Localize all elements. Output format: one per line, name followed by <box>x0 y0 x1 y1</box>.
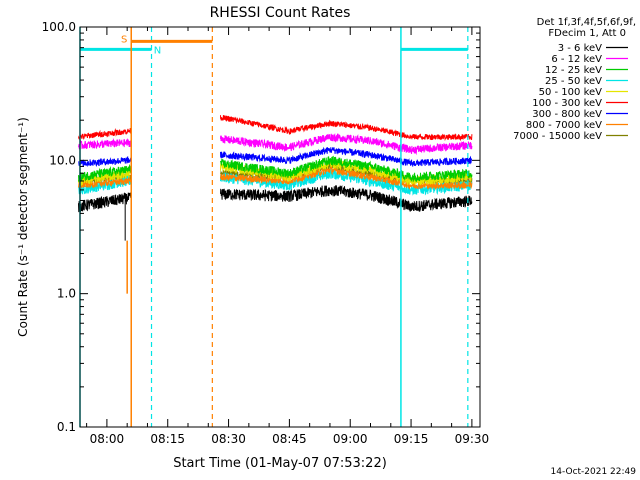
legend-entry-label: 25 - 50 keV <box>545 76 602 87</box>
x-tick-label: 09:30 <box>455 432 490 446</box>
series-line-100-300keV <box>78 115 473 142</box>
chart-title: RHESSI Count Rates <box>210 5 351 21</box>
legend-entry-label: 50 - 100 keV <box>539 87 603 98</box>
night-flag-label: S <box>121 34 127 45</box>
legend-entry-label: 100 - 300 keV <box>532 98 602 109</box>
footer-timestamp: 14-Oct-2021 22:49 <box>551 467 637 477</box>
legend-entry-label: 12 - 25 keV <box>545 65 602 76</box>
legend-header: Det 1f,3f,4f,5f,6f,9f, <box>537 17 636 28</box>
y-tick-label: 10.0 <box>49 153 76 167</box>
x-tick-label: 09:00 <box>333 432 368 446</box>
y-tick-label: 1.0 <box>57 287 76 301</box>
plot-frame <box>79 26 481 428</box>
y-axis-label: Count Rate (s⁻¹ detector segment⁻¹) <box>16 117 30 337</box>
x-tick-label: 09:15 <box>394 432 429 446</box>
x-tick-label: 08:45 <box>272 432 307 446</box>
x-tick-label: 08:15 <box>150 432 185 446</box>
legend-entry-label: 7000 - 15000 keV <box>513 131 602 142</box>
legend-entry-label: 300 - 800 keV <box>532 109 602 120</box>
x-axis-label: Start Time (01-May-07 07:53:22) <box>173 456 387 471</box>
legend-header: FDecim 1, Att 0 <box>548 28 626 39</box>
legend: Det 1f,3f,4f,5f,6f,9f,FDecim 1, Att 0 3 -… <box>513 17 636 142</box>
saa-flag-label: N <box>154 45 161 56</box>
legend-entry-label: 6 - 12 keV <box>551 54 602 65</box>
series-line-3-6keV <box>78 184 473 213</box>
y-axis: 0.1 1.0 10.0 100.0 <box>42 20 480 434</box>
y-tick-label: 0.1 <box>57 420 76 434</box>
x-tick-label: 08:30 <box>211 432 246 446</box>
x-axis: 08:00 08:15 08:30 08:45 09:00 09:15 09:30 <box>86 27 490 446</box>
legend-entry-label: 800 - 7000 keV <box>526 120 602 131</box>
legend-entry-label: 3 - 6 keV <box>558 43 602 54</box>
y-tick-label: 100.0 <box>42 20 76 34</box>
series-line-12-25keV <box>78 155 473 183</box>
x-tick-label: 08:00 <box>90 432 125 446</box>
plot-area: NS <box>78 27 473 427</box>
series-line-6-12keV <box>78 132 473 156</box>
series-line-300-800keV <box>78 146 473 168</box>
